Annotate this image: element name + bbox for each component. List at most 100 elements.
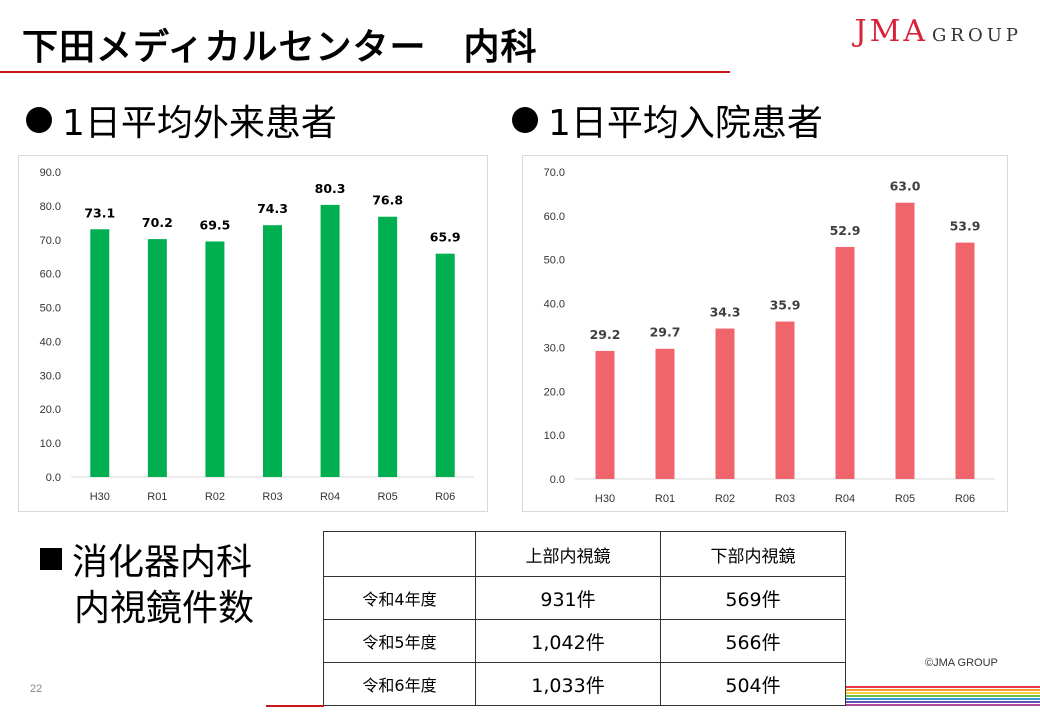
- x-tick-label: R04: [320, 491, 340, 503]
- data-label: 80.3: [315, 181, 346, 196]
- x-tick-label: R06: [435, 491, 455, 503]
- footer-accent-line: [266, 705, 324, 707]
- data-label: 53.9: [950, 219, 981, 234]
- data-label: 35.9: [770, 298, 801, 313]
- lower-value: 566件: [660, 619, 846, 663]
- y-tick-label: 70.0: [40, 235, 61, 247]
- outpatient-heading-text: 1日平均外来患者: [62, 103, 337, 144]
- logo-main-text: JMA: [854, 14, 929, 49]
- endoscopy-section-heading: 消化器内科 内視鏡件数: [40, 540, 254, 632]
- inpatient-heading-text: 1日平均入院患者: [548, 103, 823, 144]
- bar: [378, 216, 398, 477]
- table-row: 令和6年度 1,033件 504件: [323, 662, 846, 706]
- inpatient-chart: 0.0 10.0 20.0 30.0 40.0 50.0 60.0 70.0 29.2 H30 29…: [522, 155, 1008, 512]
- y-tick-label: 30.0: [40, 370, 61, 382]
- y-tick-label: 10.0: [40, 438, 61, 450]
- y-tick-label: 10.0: [544, 430, 565, 442]
- lower-value: 569件: [660, 576, 846, 620]
- y-tick-label: 20.0: [544, 386, 565, 398]
- data-label: 34.3: [710, 305, 741, 320]
- page-number: 22: [30, 683, 43, 695]
- x-tick-label: R05: [895, 493, 915, 505]
- table-row: 令和5年度 1,042件 566件: [323, 619, 846, 663]
- endoscopy-table: 上部内視鏡 下部内視鏡 令和4年度 931件 569件 令和5年度 1,042件…: [323, 531, 846, 706]
- y-tick-label: 40.0: [40, 336, 61, 348]
- jma-group-logo: JMA GROUP: [855, 14, 1022, 54]
- bar: [320, 204, 340, 477]
- y-tick-label: 0.0: [46, 472, 61, 484]
- bar: [655, 348, 675, 479]
- y-tick-label: 50.0: [544, 255, 565, 267]
- y-tick-label: 0.0: [550, 474, 565, 486]
- y-tick-label: 20.0: [40, 404, 61, 416]
- data-label: 74.3: [257, 201, 288, 216]
- bar: [715, 328, 735, 479]
- x-tick-label: R03: [262, 491, 282, 503]
- bullet-circle-icon: [512, 107, 538, 133]
- bar: [775, 321, 795, 479]
- logo-sub-text: GROUP: [932, 25, 1022, 46]
- data-label: 29.7: [650, 325, 681, 340]
- x-tick-label: H30: [90, 491, 110, 503]
- y-tick-label: 70.0: [544, 167, 565, 179]
- x-tick-label: H30: [595, 493, 615, 505]
- outpatient-heading: 1日平均外来患者: [26, 94, 337, 146]
- y-tick-label: 60.0: [544, 211, 565, 223]
- data-label: 73.1: [84, 205, 115, 220]
- data-label: 65.9: [430, 230, 461, 245]
- table-header-corner: [323, 531, 476, 577]
- x-tick-label: R02: [715, 493, 735, 505]
- copyright-text: ©JMA GROUP: [925, 657, 998, 669]
- table-header-lower: 下部内視鏡: [660, 531, 846, 577]
- upper-value: 1,042件: [475, 619, 661, 663]
- bar: [90, 229, 110, 477]
- data-label: 52.9: [830, 223, 861, 238]
- upper-value: 931件: [475, 576, 661, 620]
- decorative-stripes: [846, 686, 1040, 708]
- row-label: 令和5年度: [323, 619, 476, 663]
- page-title: 下田メディカルセンター 内科: [22, 27, 538, 68]
- lower-value: 504件: [660, 662, 846, 706]
- section-line2: 内視鏡件数: [74, 588, 255, 629]
- y-tick-label: 60.0: [40, 269, 61, 281]
- row-label: 令和4年度: [323, 576, 476, 620]
- x-tick-label: R06: [955, 493, 975, 505]
- data-label: 63.0: [890, 179, 921, 194]
- y-tick-label: 40.0: [544, 299, 565, 311]
- bar: [835, 246, 855, 479]
- inpatient-heading: 1日平均入院患者: [512, 94, 823, 146]
- x-tick-label: R01: [655, 493, 675, 505]
- x-tick-label: R04: [835, 493, 855, 505]
- row-label: 令和6年度: [323, 662, 476, 706]
- bar: [895, 202, 915, 479]
- y-tick-label: 90.0: [40, 167, 61, 179]
- x-tick-label: R01: [147, 491, 167, 503]
- y-tick-label: 80.0: [40, 201, 61, 213]
- bar: [595, 350, 615, 479]
- x-tick-label: R02: [205, 491, 225, 503]
- bar: [205, 241, 225, 477]
- table-row: 令和4年度 931件 569件: [323, 576, 846, 620]
- bar: [435, 253, 455, 477]
- y-tick-label: 50.0: [40, 303, 61, 315]
- x-tick-label: R05: [378, 491, 398, 503]
- x-tick-label: R03: [775, 493, 795, 505]
- bullet-square-icon: [40, 548, 62, 570]
- bar: [147, 239, 167, 477]
- data-label: 76.8: [372, 193, 403, 208]
- title-underline: [0, 71, 730, 73]
- data-label: 70.2: [142, 215, 173, 230]
- outpatient-chart: 0.0 10.0 20.0 30.0 40.0 50.0 60.0 70.0 80.0 90.0 7…: [18, 155, 488, 512]
- table-header-upper: 上部内視鏡: [475, 531, 661, 577]
- inpatient-chart-svg: 0.0 10.0 20.0 30.0 40.0 50.0 60.0 70.0 29.2 H30 29…: [544, 167, 995, 505]
- bullet-circle-icon: [26, 107, 52, 133]
- table-header-row: 上部内視鏡 下部内視鏡: [323, 531, 846, 577]
- data-label: 69.5: [200, 217, 231, 232]
- data-label: 29.2: [590, 327, 621, 342]
- y-tick-label: 30.0: [544, 342, 565, 354]
- bar: [263, 225, 282, 477]
- section-line1: 消化器内科: [72, 542, 253, 583]
- upper-value: 1,033件: [475, 662, 661, 706]
- outpatient-chart-svg: 0.0 10.0 20.0 30.0 40.0 50.0 60.0 70.0 80.0 90.0 7…: [40, 167, 474, 503]
- bar: [955, 242, 975, 479]
